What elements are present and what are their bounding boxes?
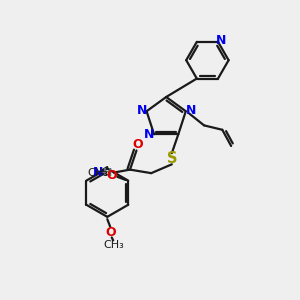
- Text: S: S: [167, 151, 177, 166]
- Text: N: N: [136, 103, 147, 117]
- Text: CH₃: CH₃: [103, 239, 124, 250]
- Text: N: N: [92, 166, 103, 179]
- Text: N: N: [186, 103, 196, 117]
- Text: CH₃: CH₃: [87, 168, 108, 178]
- Text: O: O: [107, 169, 117, 182]
- Text: N: N: [144, 128, 154, 141]
- Text: O: O: [132, 137, 143, 151]
- Text: O: O: [105, 226, 116, 239]
- Text: N: N: [216, 34, 227, 47]
- Text: H: H: [103, 168, 112, 178]
